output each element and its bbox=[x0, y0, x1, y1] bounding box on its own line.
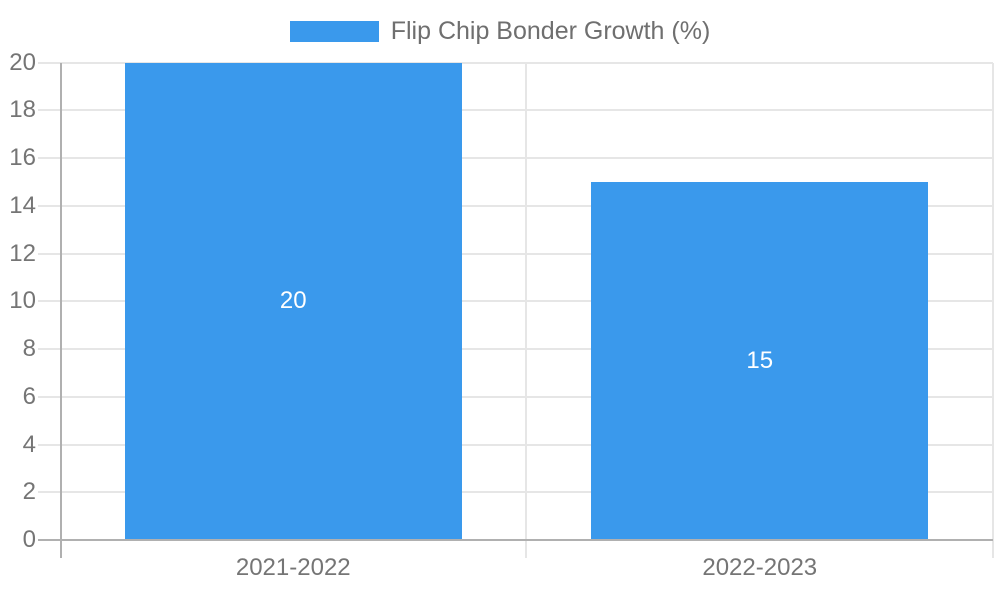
x-tick-label: 2022-2023 bbox=[702, 554, 818, 581]
y-tick-label: 14 bbox=[9, 191, 36, 219]
y-tick-label: 0 bbox=[22, 526, 36, 553]
y-gridline bbox=[38, 157, 993, 159]
y-axis-line bbox=[59, 62, 62, 558]
bar-value-label: 15 bbox=[746, 346, 774, 374]
category-separator bbox=[991, 62, 994, 558]
y-gridline bbox=[38, 204, 993, 207]
y-tick-label: 16 bbox=[9, 144, 36, 171]
y-gridline bbox=[38, 109, 993, 112]
y-tick-label: 4 bbox=[22, 430, 36, 458]
bar[interactable] bbox=[124, 62, 462, 540]
category-separator bbox=[525, 62, 527, 558]
y-gridline bbox=[38, 61, 993, 64]
legend-swatch bbox=[289, 20, 379, 42]
y-gridline bbox=[38, 491, 993, 494]
bar[interactable] bbox=[591, 181, 929, 540]
y-tick-label: 10 bbox=[9, 287, 36, 315]
y-gridline bbox=[38, 443, 993, 446]
y-tick-label: 12 bbox=[9, 239, 36, 267]
y-tick-label: 8 bbox=[22, 335, 36, 362]
bar-value-label: 20 bbox=[279, 287, 307, 315]
y-gridline bbox=[38, 348, 993, 350]
x-tick-label: 2021-2022 bbox=[235, 554, 351, 581]
y-tick-label: 18 bbox=[9, 96, 36, 124]
y-tick-label: 20 bbox=[9, 48, 36, 76]
y-gridline bbox=[38, 300, 993, 303]
chart-legend[interactable]: Flip Chip Bonder Growth (%) bbox=[0, 17, 1000, 45]
y-tick-label: 2 bbox=[22, 478, 36, 506]
legend-label: Flip Chip Bonder Growth (%) bbox=[390, 16, 711, 45]
y-gridline bbox=[38, 252, 993, 255]
x-axis-line bbox=[38, 539, 993, 541]
y-tick-label: 6 bbox=[22, 382, 36, 410]
y-gridline bbox=[38, 395, 993, 398]
